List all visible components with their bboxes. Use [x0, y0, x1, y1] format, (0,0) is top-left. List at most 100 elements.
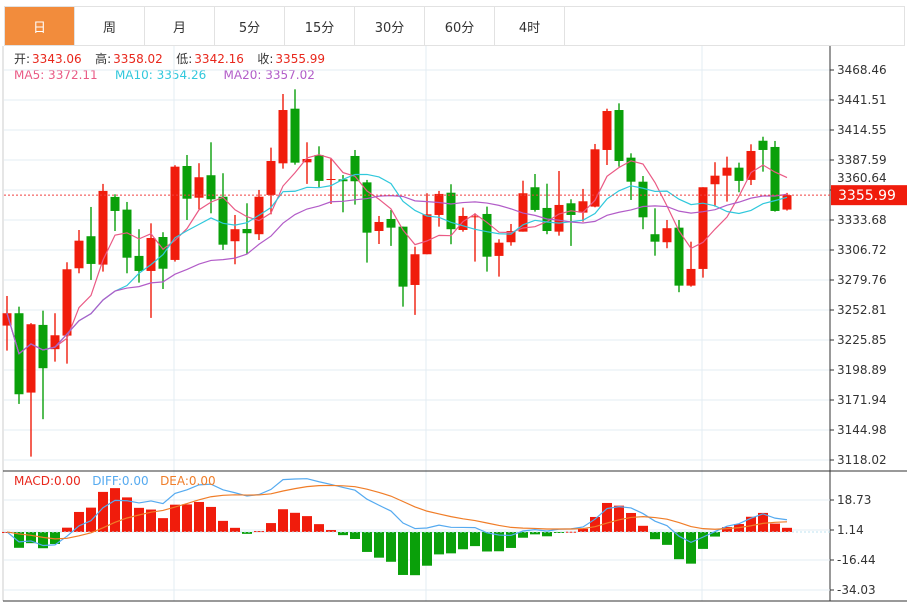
candle-down [734, 167, 744, 181]
candle-down [446, 192, 456, 230]
macd-bar-negative [398, 531, 408, 575]
candle-up [170, 166, 180, 260]
candle-up [722, 167, 732, 176]
tab-4[interactable]: 5分 [215, 7, 285, 45]
candle-up [662, 228, 672, 243]
macd-bar-negative [518, 531, 528, 538]
tab-2[interactable]: 周 [75, 7, 145, 45]
macd-bar-negative [38, 531, 48, 549]
macd-bar-negative [458, 531, 468, 550]
candle-up [470, 216, 480, 218]
macd-bar-positive [218, 520, 228, 532]
candle-down [218, 196, 228, 245]
price-tick-label: 3171.94 [837, 393, 887, 407]
macd-bar-negative [698, 531, 708, 549]
close-value: 3355.99 [275, 52, 326, 66]
candle-down [38, 324, 48, 369]
macd-tick-label: 1.14 [837, 523, 864, 537]
macd-bar-negative [410, 531, 420, 576]
macd-tick-label: -34.03 [837, 583, 876, 597]
price-tick-label: 3333.68 [837, 213, 887, 227]
macd-bar-positive [206, 506, 216, 532]
close-label: 收: [257, 52, 274, 66]
macd-bar-negative [386, 531, 396, 562]
price-tick-label: 3468.46 [837, 63, 887, 77]
macd-bar-positive [158, 518, 168, 532]
candle-down [482, 213, 492, 257]
macd-bar-positive [302, 516, 312, 532]
dea-value: DEA:0.00 [160, 474, 216, 488]
candle-up [422, 214, 432, 255]
diff-value: DIFF:0.00 [92, 474, 149, 488]
macd-bar-negative [14, 531, 24, 548]
candle-up [2, 313, 12, 326]
candle-up [50, 335, 60, 350]
period-tabs: 日周月 5分 15分 30分 60分 4时 [4, 6, 905, 46]
ma5-value: MA5: 3372.11 [14, 68, 98, 82]
candle-down [290, 108, 300, 163]
candle-down [614, 110, 624, 161]
macd-bar-positive [230, 527, 240, 532]
low-value: 3342.16 [194, 52, 244, 66]
macd-bar-negative [530, 531, 540, 535]
candle-down [134, 255, 144, 271]
candle-up [686, 268, 696, 286]
candle-up [266, 160, 276, 195]
macd-bar-positive [758, 512, 768, 532]
candle-down [242, 228, 252, 234]
macd-bar-positive [122, 497, 132, 532]
price-tick-label: 3306.72 [837, 243, 887, 257]
macd-bar-positive [74, 511, 84, 532]
macd-bar-positive [590, 516, 600, 532]
candle-down [386, 218, 396, 228]
macd-bar-negative [50, 531, 60, 544]
last-price-label: 3355.99 [838, 188, 896, 204]
candle-up [74, 240, 84, 269]
candle-up [230, 229, 240, 242]
tab-5[interactable]: 15分 [285, 7, 355, 45]
macd-bar-negative [710, 531, 720, 537]
macd-bar-negative [554, 531, 564, 533]
ohlc-readout: 开: 3343.06 高: 3358.02 低: 3342.16 收: 3355.99 [14, 50, 327, 67]
macd-bar-positive [254, 531, 264, 533]
macd-bar-negative [362, 531, 372, 552]
candle-down [566, 203, 576, 215]
macd-bar-negative [434, 531, 444, 555]
macd-bar-positive [770, 523, 780, 532]
price-tick-label: 3441.51 [837, 93, 887, 107]
macd-bar-positive [314, 524, 324, 532]
high-value: 3358.02 [113, 52, 163, 66]
macd-value: MACD:0.00 [14, 474, 81, 488]
candle-up [602, 111, 612, 150]
candle-up [62, 269, 72, 336]
price-tick-label: 3414.55 [837, 123, 887, 137]
tab-7[interactable]: 60分 [425, 7, 495, 45]
candle-down [350, 155, 360, 182]
ma-readout: MA5: 3372.11 MA10: 3354.26 MA20: 3357.02 [14, 68, 317, 82]
macd-bar-positive [782, 527, 792, 532]
candle-down [674, 227, 684, 286]
tab-3[interactable]: 月 [145, 7, 215, 45]
candle-up [410, 254, 420, 285]
candle-up [146, 238, 156, 271]
candle-down [530, 187, 540, 210]
tab-1[interactable]: 日 [5, 7, 75, 45]
candle-up [98, 190, 108, 265]
macd-bar-positive [146, 509, 156, 532]
macd-bar-positive [266, 523, 276, 532]
tab-6[interactable]: 30分 [355, 7, 425, 45]
candle-up [494, 242, 504, 256]
open-value: 3343.06 [32, 52, 82, 66]
macd-legend: MACD:0.00 DIFF:0.00 DEA:0.00 [14, 474, 216, 488]
macd-bar-negative [446, 531, 456, 554]
tab-8[interactable]: 4时 [495, 7, 565, 45]
ma10-value: MA10: 3354.26 [114, 68, 207, 82]
macd-bar-negative [470, 531, 480, 547]
dea-line [6, 484, 788, 540]
candle-up [590, 149, 600, 207]
macd-bar-positive [578, 528, 588, 532]
macd-bar-positive [98, 491, 108, 532]
macd-bar-negative [494, 531, 504, 552]
price-tick-label: 3144.98 [837, 423, 887, 437]
